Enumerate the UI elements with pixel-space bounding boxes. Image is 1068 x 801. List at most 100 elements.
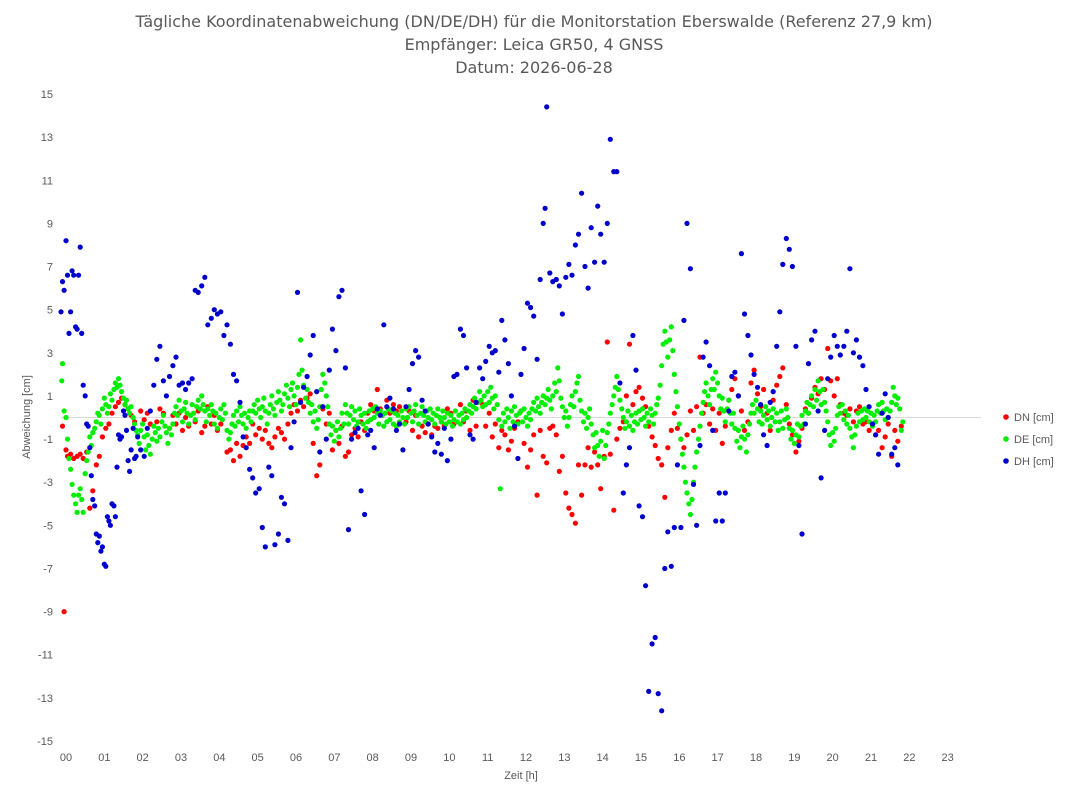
data-point <box>363 425 369 431</box>
data-point <box>159 419 165 425</box>
data-point <box>258 414 264 421</box>
data-point <box>163 430 169 436</box>
data-point <box>301 404 307 410</box>
data-point <box>700 399 706 405</box>
data-point <box>786 421 792 427</box>
data-point <box>587 406 593 412</box>
data-point <box>337 425 344 431</box>
data-point <box>580 419 587 425</box>
data-point <box>429 434 435 440</box>
data-point <box>411 408 417 414</box>
data-point <box>237 453 243 459</box>
data-point <box>151 382 157 388</box>
data-point <box>262 427 268 433</box>
data-point <box>473 399 479 405</box>
data-point <box>668 324 674 330</box>
data-point <box>873 432 879 438</box>
data-point <box>413 402 419 408</box>
data-point <box>157 406 163 412</box>
data-point <box>553 389 559 395</box>
data-point <box>362 511 368 518</box>
data-point <box>492 421 498 427</box>
data-point <box>104 410 110 416</box>
data-point <box>502 337 508 343</box>
data-point <box>662 328 668 334</box>
x-tick-label: 17 <box>712 752 724 764</box>
data-point <box>329 326 335 332</box>
data-point <box>317 462 323 468</box>
data-point <box>309 402 315 408</box>
data-point <box>269 393 275 399</box>
y-tick-label: 5 <box>47 305 53 317</box>
data-point <box>323 436 329 442</box>
data-point <box>281 436 288 442</box>
data-point <box>754 384 761 390</box>
data-point <box>505 447 511 453</box>
data-point <box>251 402 257 408</box>
data-point <box>457 402 463 408</box>
data-point <box>646 419 652 425</box>
data-point <box>692 464 698 470</box>
data-point <box>141 453 147 459</box>
data-point <box>183 414 189 421</box>
data-point <box>77 451 83 457</box>
data-point <box>333 348 339 354</box>
data-point <box>521 406 527 412</box>
data-point <box>825 376 831 382</box>
data-point <box>208 402 214 408</box>
data-point <box>483 358 489 364</box>
x-tick-label: 19 <box>788 752 800 764</box>
data-point <box>138 447 144 453</box>
data-point <box>780 425 786 431</box>
data-point <box>783 402 789 408</box>
data-point <box>240 434 246 440</box>
data-point <box>620 490 626 496</box>
data-point <box>499 317 505 323</box>
data-point <box>566 414 572 421</box>
data-point <box>486 399 492 405</box>
data-point <box>839 402 845 408</box>
data-point <box>749 402 756 408</box>
data-point <box>682 479 689 485</box>
data-point <box>266 410 272 416</box>
data-point <box>294 289 301 295</box>
data-point <box>592 259 598 265</box>
data-point <box>745 332 751 339</box>
data-point <box>63 238 69 244</box>
data-point <box>199 430 205 436</box>
data-point <box>707 402 713 408</box>
data-point <box>314 425 320 431</box>
data-point <box>416 434 422 440</box>
data-point <box>847 406 853 412</box>
x-axis-label: Zeit [h] <box>504 770 538 782</box>
data-point <box>745 432 751 438</box>
data-point <box>761 386 767 393</box>
data-point <box>90 488 96 494</box>
data-point <box>285 537 291 544</box>
data-point <box>61 408 67 414</box>
data-point <box>789 263 796 270</box>
data-point <box>710 406 716 412</box>
data-point <box>82 393 88 399</box>
data-point <box>234 440 240 446</box>
data-point <box>569 511 575 518</box>
data-point <box>667 337 673 343</box>
data-point <box>815 378 821 384</box>
data-point <box>652 410 658 416</box>
data-point <box>761 432 767 438</box>
data-point <box>786 246 792 252</box>
data-point <box>673 389 679 395</box>
data-point <box>331 438 337 444</box>
data-point <box>764 442 770 449</box>
data-point <box>103 425 109 431</box>
data-point <box>154 419 160 425</box>
data-point <box>769 414 775 421</box>
data-point <box>122 402 128 408</box>
data-point <box>534 395 540 401</box>
data-point <box>879 399 885 405</box>
data-point <box>68 451 74 457</box>
data-point <box>737 445 743 451</box>
data-point <box>336 294 342 300</box>
data-point <box>524 423 531 429</box>
data-point <box>73 501 79 507</box>
